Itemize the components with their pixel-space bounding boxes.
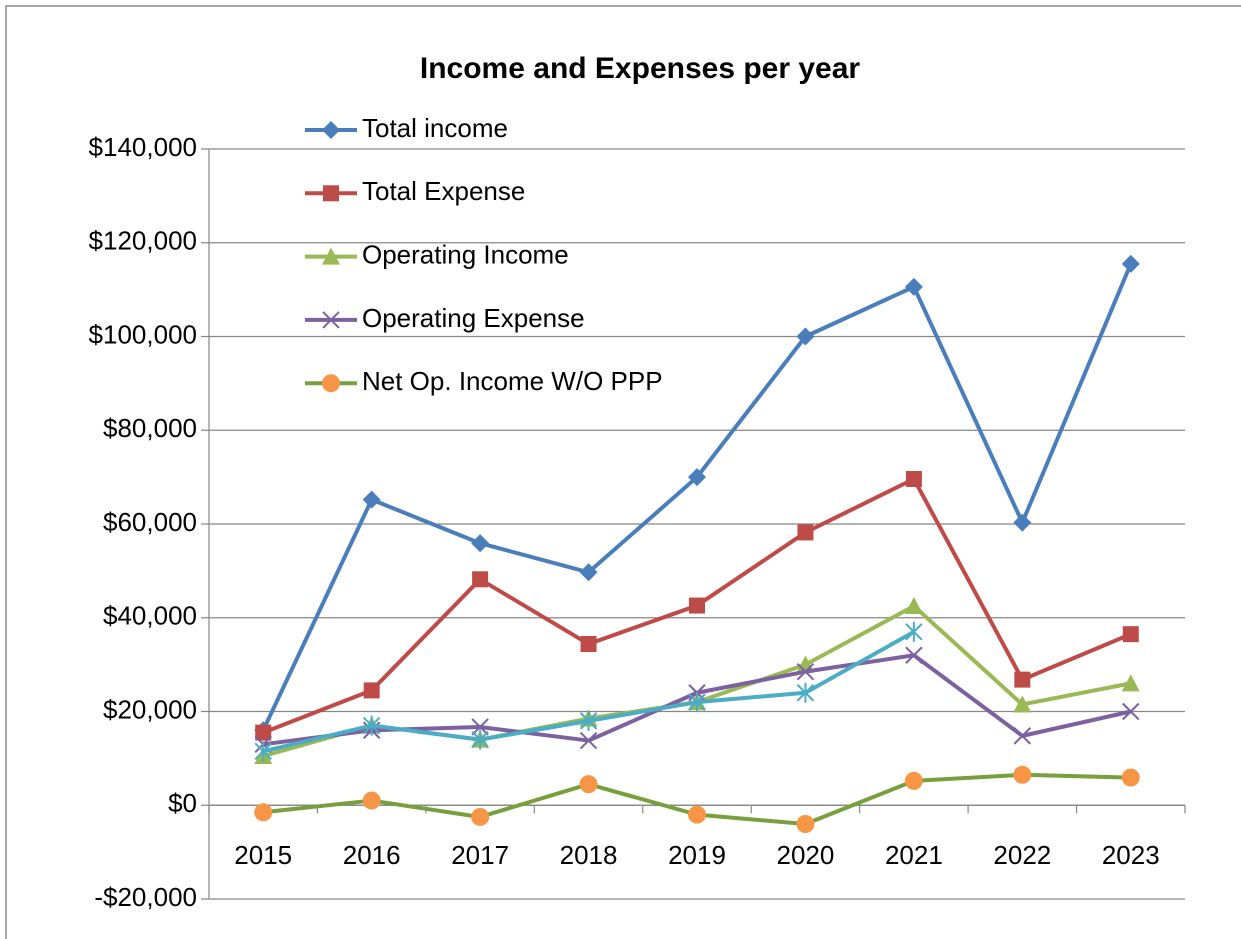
data-point: [905, 621, 923, 642]
data-point: [255, 724, 272, 741]
data-point: [905, 471, 922, 487]
y-tick-label: $140,000: [89, 132, 197, 162]
data-point: [254, 803, 273, 822]
data-point: [1121, 674, 1140, 692]
y-tick-label: $120,000: [89, 226, 197, 256]
data-point: [904, 771, 923, 790]
y-tick-label: $100,000: [89, 319, 197, 349]
x-tick-label: 2022: [993, 840, 1051, 870]
data-point: [796, 327, 815, 346]
data-point: [1013, 513, 1032, 532]
data-point: [254, 741, 272, 762]
data-point: [579, 775, 598, 794]
y-tick-label: $20,000: [103, 694, 197, 724]
data-point: [471, 729, 489, 750]
data-point: [362, 715, 381, 736]
legend-marker: [322, 121, 340, 139]
data-point: [796, 682, 815, 703]
data-point: [689, 597, 705, 614]
x-tick-label: 2018: [560, 840, 618, 870]
data-point: [579, 710, 598, 731]
x-tick-label: 2015: [234, 840, 292, 870]
legend-marker: [322, 374, 340, 393]
data-point: [362, 490, 381, 509]
y-tick-label: -$20,000: [94, 882, 197, 912]
data-point: [579, 731, 598, 750]
data-point: [1121, 254, 1140, 273]
chart-title: Income and Expenses per year: [420, 52, 861, 85]
data-point: [471, 807, 490, 826]
data-point: [471, 534, 490, 553]
y-tick-label: $0: [168, 788, 197, 818]
legend-marker: [322, 311, 340, 329]
chart-frame: [5, 5, 1241, 939]
data-point: [688, 692, 706, 713]
x-tick-label: 2020: [777, 840, 835, 870]
data-point: [1013, 765, 1032, 784]
x-tick-label: 2021: [885, 840, 943, 870]
data-point: [796, 662, 815, 681]
data-point: [904, 277, 923, 296]
data-point: [471, 718, 489, 736]
data-point: [1014, 671, 1031, 688]
data-point: [905, 646, 923, 664]
data-point: [688, 468, 706, 487]
legend-label: Total Expense: [362, 176, 525, 206]
data-point: [363, 682, 380, 699]
x-tick-label: 2017: [451, 840, 509, 870]
data-point: [362, 791, 381, 810]
y-tick-label: $80,000: [103, 413, 197, 443]
x-tick-label: 2019: [668, 840, 726, 870]
y-tick-label: $40,000: [103, 601, 197, 631]
data-point: [1121, 768, 1140, 787]
data-point: [904, 597, 923, 615]
x-tick-label: 2023: [1102, 840, 1160, 870]
y-tick-label: $60,000: [103, 507, 197, 537]
legend-label: Operating Expense: [362, 303, 585, 333]
data-point: [1122, 626, 1139, 643]
data-point: [472, 571, 489, 588]
x-tick-label: 2016: [343, 840, 401, 870]
data-point: [1013, 727, 1032, 745]
data-point: [579, 563, 598, 582]
data-point: [796, 815, 815, 833]
legend-marker: [323, 185, 339, 202]
legend-label: Net Op. Income W/O PPP: [362, 366, 663, 396]
legend-label: Operating Income: [362, 239, 569, 269]
data-point: [580, 636, 597, 652]
data-point: [1013, 695, 1032, 713]
data-point: [688, 805, 706, 824]
legend-label: Total income: [362, 113, 508, 143]
data-point: [1122, 702, 1140, 721]
legend-marker: [322, 247, 340, 265]
data-point: [797, 524, 814, 541]
